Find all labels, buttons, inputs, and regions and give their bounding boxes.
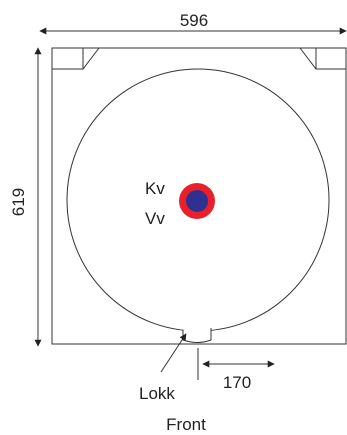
top-right-notch [299,47,346,70]
lid-tab [182,328,212,343]
outer-body [51,47,347,345]
offset-dimension-label: 170 [223,373,251,392]
width-dimension-label: 596 [180,11,208,30]
vv-label: Vv [145,209,165,228]
kv-label: Kv [145,179,165,198]
connection-inner-dot [186,190,208,212]
front-label: Front [166,415,206,434]
height-dimension-label: 619 [9,188,28,216]
lid-label: Lokk [139,384,175,403]
lid-leader-line [160,333,187,373]
top-left-notch [52,47,100,70]
